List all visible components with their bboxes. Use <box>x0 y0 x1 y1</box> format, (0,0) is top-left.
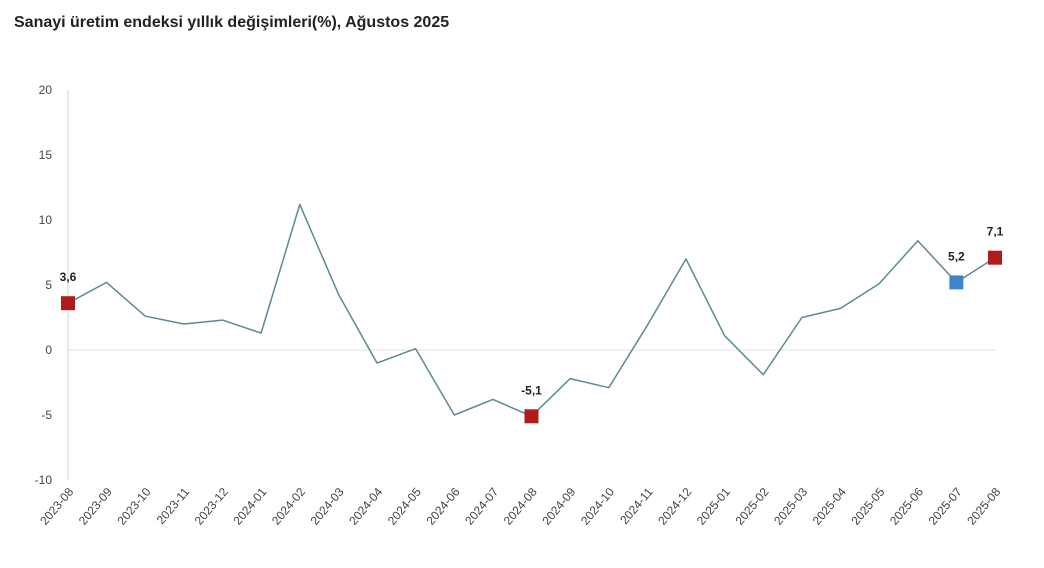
highlight-markers <box>61 250 1002 424</box>
x-tick-label: 2023-12 <box>192 485 231 528</box>
highlight-marker <box>61 296 75 311</box>
data-label: 3,6 <box>60 270 77 284</box>
x-tick-label: 2025-03 <box>771 485 810 528</box>
x-tick-label: 2025-04 <box>810 485 849 528</box>
x-tick-label: 2024-02 <box>269 485 308 528</box>
highlight-marker <box>949 275 964 290</box>
x-tick-label: 2024-07 <box>462 485 501 528</box>
x-tick-label: 2023-08 <box>37 485 76 528</box>
highlight-marker <box>524 409 539 424</box>
y-tick-label: 10 <box>39 213 53 227</box>
x-tick-label: 2025-08 <box>964 485 1003 528</box>
x-tick-label: 2025-05 <box>848 485 887 528</box>
x-tick-label: 2025-06 <box>887 485 926 528</box>
x-tick-label: 2024-12 <box>655 485 694 528</box>
x-tick-label: 2024-09 <box>539 485 578 528</box>
x-tick-label: 2024-01 <box>230 485 269 528</box>
x-tick-label: 2025-07 <box>926 485 965 528</box>
x-tick-label: 2023-09 <box>76 485 115 528</box>
x-tick-label: 2024-04 <box>346 485 385 528</box>
data-label: -5,1 <box>521 383 542 397</box>
x-tick-label: 2025-02 <box>733 485 772 528</box>
x-tick-label: 2023-10 <box>115 485 154 528</box>
y-tick-label: 5 <box>45 278 52 292</box>
highlight-marker <box>988 250 1002 265</box>
x-tick-label: 2024-10 <box>578 485 617 528</box>
x-tick-label: 2025-01 <box>694 485 733 528</box>
y-tick-label: -10 <box>35 473 53 487</box>
x-tick-label: 2024-03 <box>308 485 347 528</box>
x-tick-label: 2024-05 <box>385 485 424 528</box>
x-tick-label: 2024-11 <box>617 485 656 527</box>
data-label: 5,2 <box>948 249 965 263</box>
y-axis: 20 15 10 5 0 -5 -10 <box>35 83 995 487</box>
x-axis: 2023-08 2023-09 2023-10 2023-11 2023-12 2024-… <box>37 485 1003 528</box>
y-tick-label: -5 <box>41 408 52 422</box>
y-tick-label: 0 <box>45 343 52 357</box>
data-labels: 3,6 -5,1 5,2 7,1 <box>60 225 1004 398</box>
x-tick-label: 2024-08 <box>501 485 540 528</box>
x-tick-label: 2023-11 <box>154 485 193 527</box>
x-tick-label: 2024-06 <box>424 485 463 528</box>
data-label: 7,1 <box>987 225 1004 239</box>
y-tick-label: 15 <box>39 148 53 162</box>
chart-title: Sanayi üretim endeksi yıllık değişimleri… <box>14 14 450 31</box>
y-tick-label: 20 <box>39 83 53 97</box>
